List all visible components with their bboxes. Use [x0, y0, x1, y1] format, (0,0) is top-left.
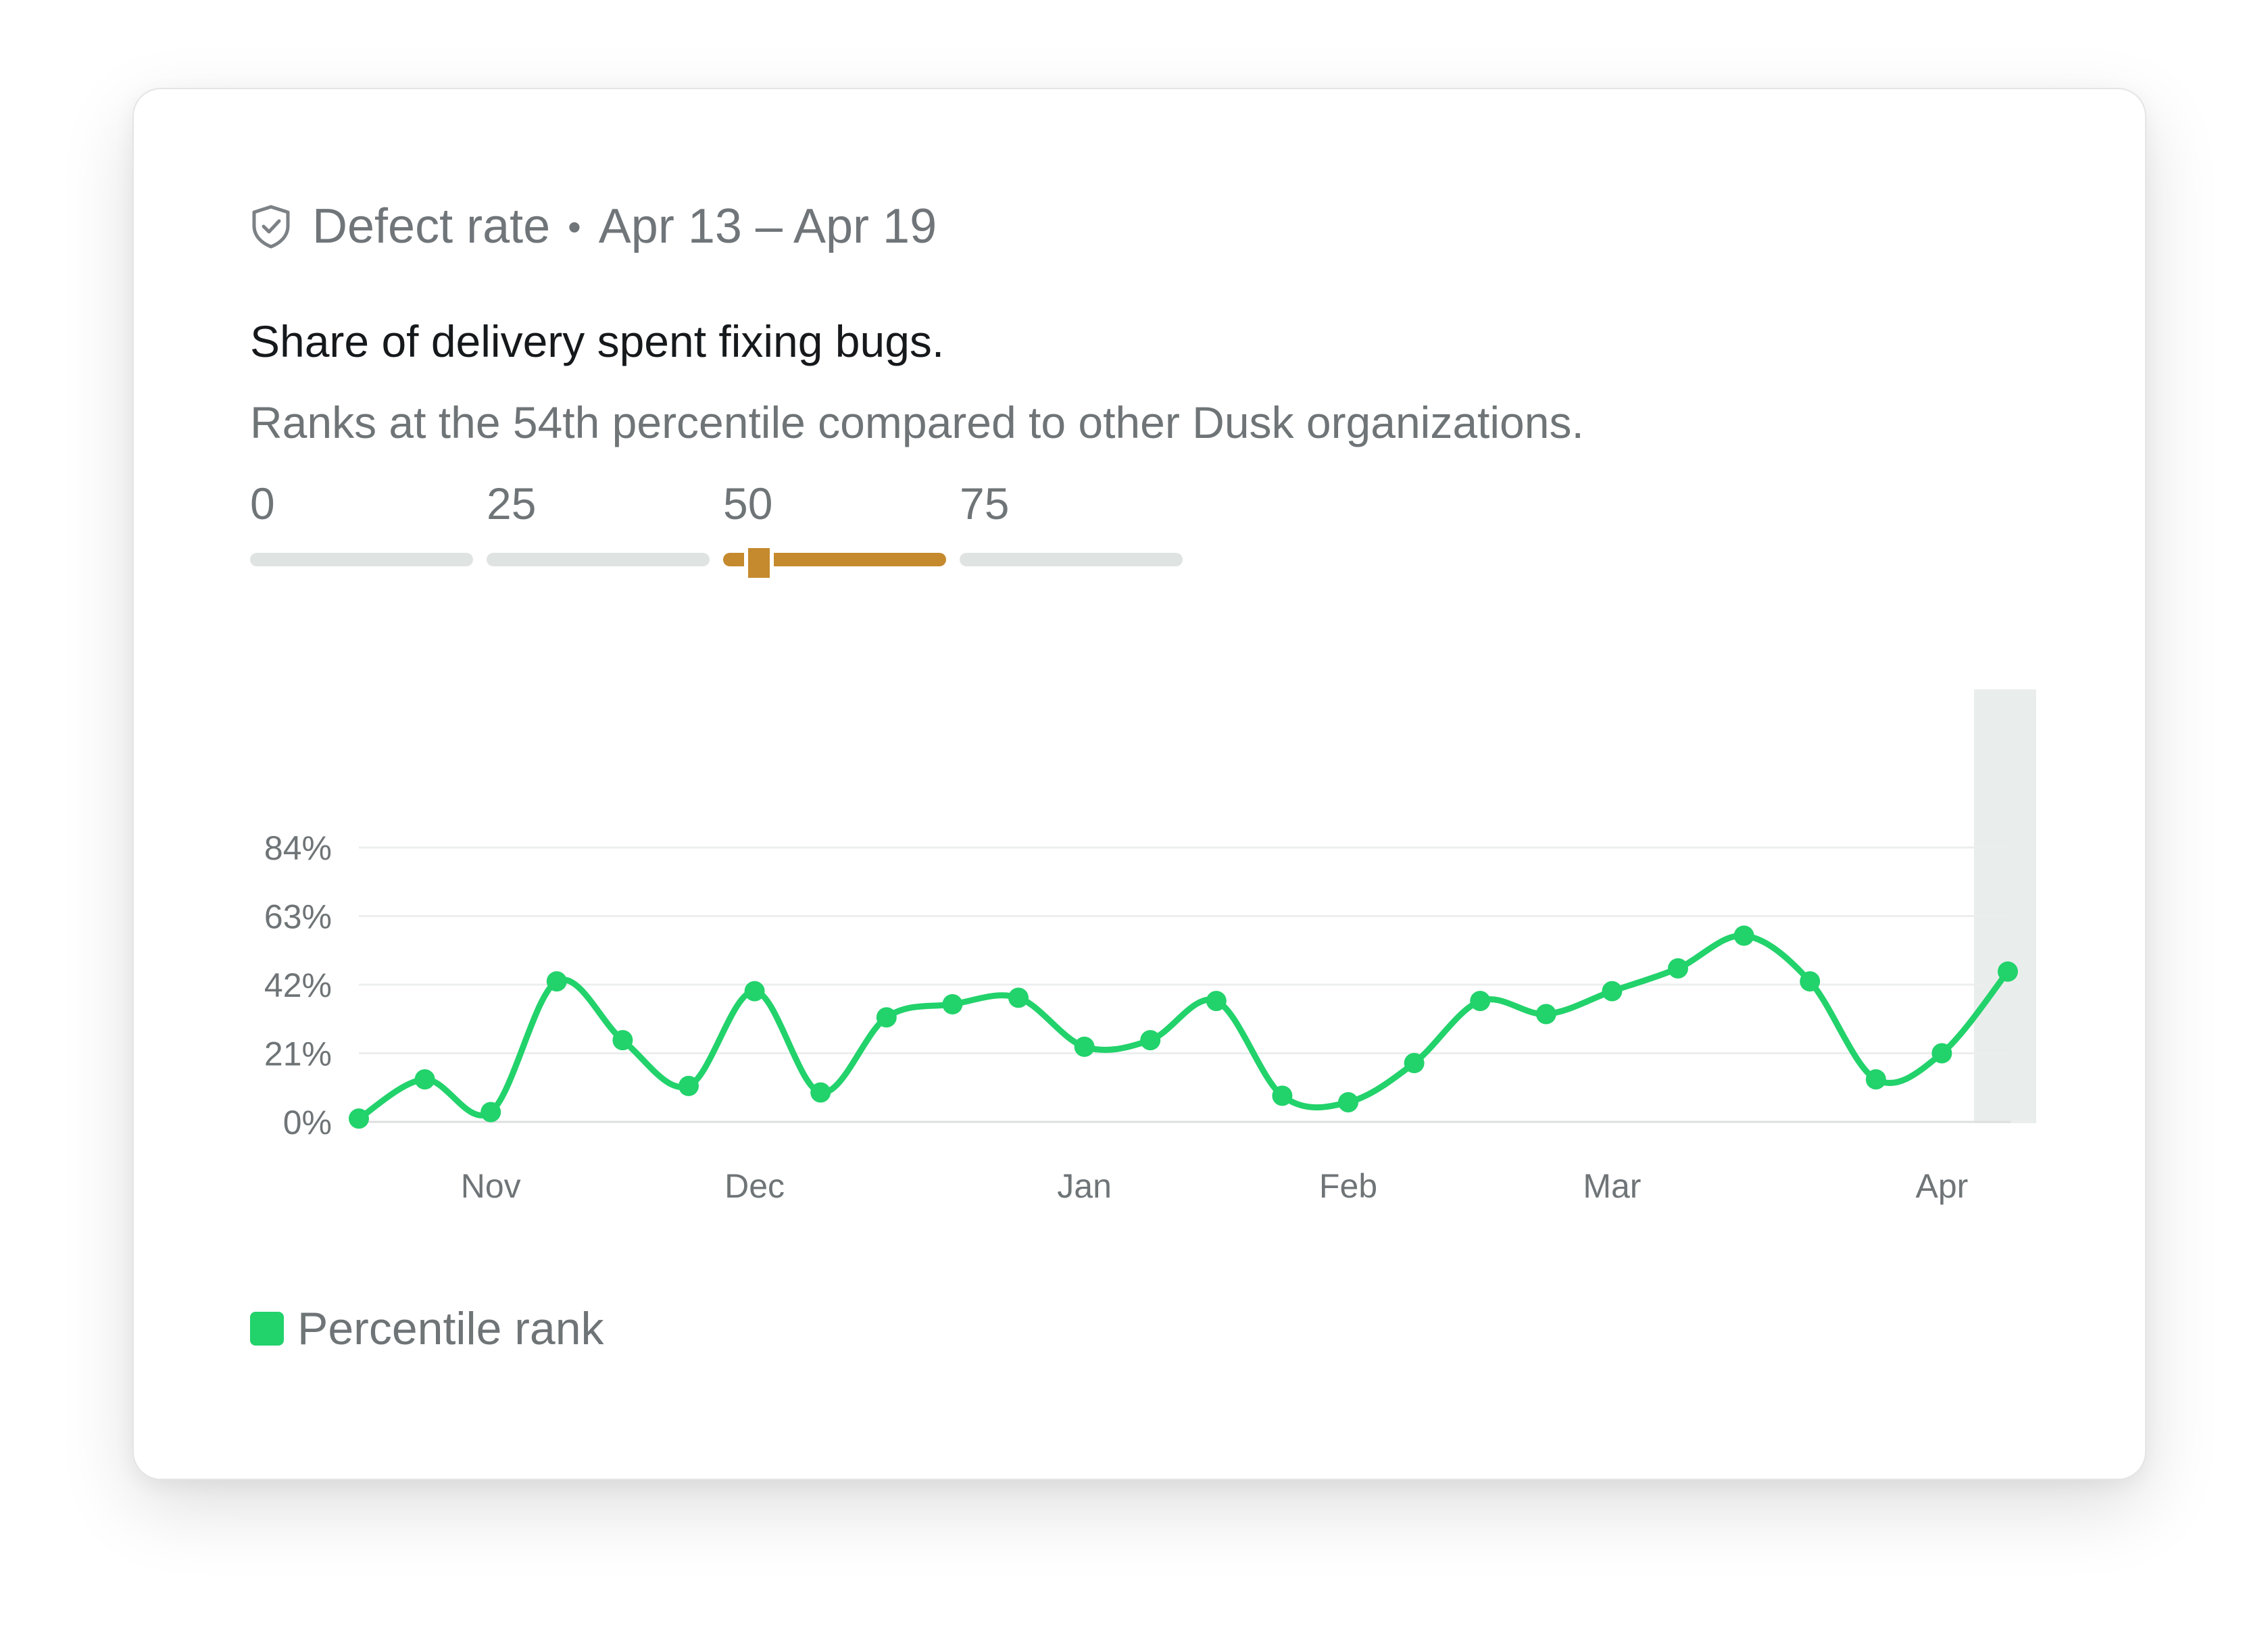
- scale-label-0: 0: [250, 478, 275, 528]
- legend-swatch: [250, 1312, 284, 1346]
- chart-legend: Percentile rank: [250, 1302, 604, 1355]
- data-point: [1865, 1069, 1886, 1090]
- scale-segment-3: [960, 553, 1183, 566]
- data-point: [942, 994, 963, 1014]
- legend-label: Percentile rank: [297, 1303, 604, 1354]
- scale-segment-1: [487, 553, 710, 566]
- scale-label-25: 25: [487, 478, 537, 528]
- data-point: [1733, 925, 1754, 946]
- scale-label-50: 50: [723, 478, 773, 528]
- date-range: Apr 13 – Apr 19: [598, 199, 937, 253]
- data-point: [1470, 991, 1491, 1012]
- current-period-highlight: [1974, 689, 2036, 1123]
- x-tick-label-feb: Feb: [1319, 1167, 1377, 1205]
- data-point: [1074, 1036, 1095, 1057]
- data-point: [876, 1007, 897, 1028]
- data-point: [1668, 958, 1688, 979]
- y-tick-label: 0%: [283, 1104, 332, 1141]
- scale-label-75: 75: [960, 478, 1010, 528]
- card-header: Defect rate • Apr 13 – Apr 19: [250, 199, 937, 254]
- data-point: [1602, 981, 1623, 1002]
- data-point: [612, 1030, 633, 1051]
- scale-segment-0: [250, 553, 473, 566]
- data-point: [810, 1082, 831, 1103]
- data-point: [1272, 1085, 1293, 1106]
- x-tick-label-apr: Apr: [1915, 1167, 1968, 1205]
- y-tick-label: 84%: [264, 829, 332, 867]
- defect-rate-card: Defect rate • Apr 13 – Apr 19 Share of d…: [132, 88, 2146, 1480]
- data-point: [1931, 1043, 1952, 1064]
- scale-segment-2: [723, 553, 946, 566]
- x-tick-label-nov: Nov: [461, 1167, 521, 1205]
- y-tick-label: 63%: [264, 898, 332, 936]
- series-line: [355, 932, 2011, 1122]
- percentile-marker: [743, 544, 774, 582]
- data-point: [1800, 971, 1821, 992]
- shield-check-icon: [250, 204, 292, 249]
- header-separator: •: [568, 205, 581, 248]
- data-point: [1206, 991, 1227, 1012]
- data-point: [546, 971, 567, 992]
- metric-name: Defect rate: [312, 199, 551, 253]
- x-tick-label-jan: Jan: [1057, 1167, 1112, 1205]
- x-tick-label-mar: Mar: [1583, 1167, 1641, 1205]
- data-point: [480, 1102, 501, 1123]
- data-point: [744, 981, 765, 1002]
- data-point: [414, 1069, 435, 1090]
- x-tick-label-dec: Dec: [724, 1167, 785, 1205]
- percentile-chart: 0% 21% 42% 63% 84% Nov Dec Jan Feb Mar Apr: [264, 689, 2036, 1205]
- data-point: [1338, 1092, 1358, 1112]
- y-tick-label: 42%: [264, 966, 332, 1004]
- data-point: [1535, 1004, 1556, 1025]
- card-subtitle: Share of delivery spent fixing bugs.: [250, 316, 945, 366]
- percentile-description: Ranks at the 54th percentile compared to…: [250, 397, 1584, 447]
- y-tick-label: 21%: [264, 1035, 332, 1073]
- data-point: [1404, 1053, 1425, 1073]
- data-point: [1008, 987, 1029, 1008]
- data-point: [679, 1075, 699, 1096]
- data-point: [1998, 961, 2018, 982]
- data-point: [1140, 1030, 1161, 1051]
- data-point: [349, 1108, 369, 1129]
